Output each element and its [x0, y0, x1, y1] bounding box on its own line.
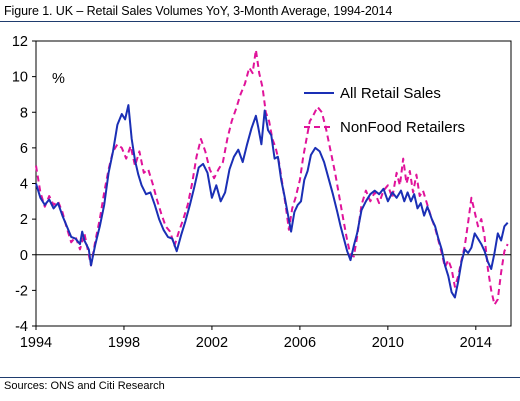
x-tick-label: 1998 — [108, 335, 140, 351]
y-tick-label: -2 — [15, 283, 28, 299]
title-rule — [0, 21, 520, 22]
source-note: Sources: ONS and Citi Research — [4, 380, 165, 392]
unit-label: % — [52, 71, 65, 87]
y-tick-label: 10 — [12, 70, 28, 86]
y-tick-label: -4 — [15, 319, 28, 335]
y-tick-label: 2 — [20, 212, 28, 228]
figure-title: Figure 1. UK – Retail Sales Volumes YoY,… — [4, 4, 393, 18]
y-tick-label: 12 — [12, 34, 28, 50]
x-tick-label: 1994 — [20, 335, 52, 351]
y-tick-label: 8 — [20, 105, 28, 121]
x-tick-label: 2014 — [460, 335, 492, 351]
axes: -4 -2 0 2 4 6 8 10 12 1994 1998 2002 2006 2010 2014 — [12, 34, 511, 351]
legend: All Retail Sales NonFood Retailers — [304, 85, 465, 136]
y-tick-label: 6 — [20, 141, 28, 157]
x-tick-label: 2010 — [372, 335, 404, 351]
y-tick-label: 4 — [20, 177, 28, 193]
y-tick-label: 0 — [20, 248, 28, 264]
series-line-all-retail-sales — [35, 104, 509, 299]
x-tick-label: 2002 — [196, 335, 228, 351]
legend-entry-all-retail-sales: All Retail Sales — [304, 85, 441, 102]
legend-label-nonfood-retailers: NonFood Retailers — [340, 119, 465, 136]
legend-entry-nonfood-retailers: NonFood Retailers — [304, 119, 465, 136]
series-layer — [35, 48, 509, 306]
footer-rule — [0, 377, 520, 378]
legend-label-all-retail-sales: All Retail Sales — [340, 85, 441, 102]
x-tick-label: 2006 — [284, 335, 316, 351]
